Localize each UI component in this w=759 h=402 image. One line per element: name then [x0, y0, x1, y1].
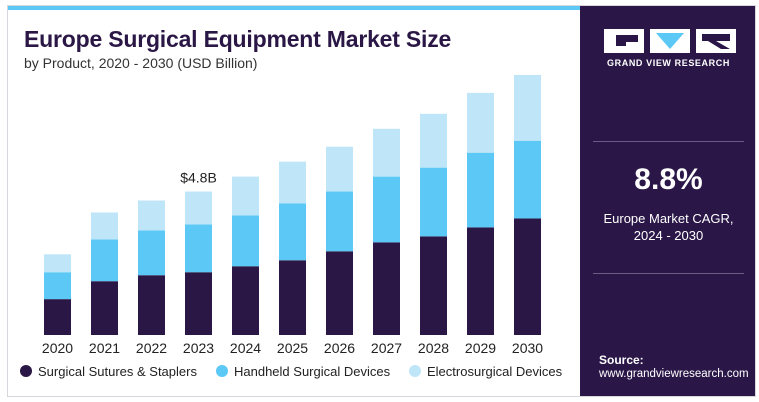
grand-view-research-logo — [604, 29, 736, 53]
bar-surgical-sutures-staplers-2028 — [420, 236, 447, 335]
value-annotation-2023: $4.8B — [180, 170, 217, 186]
bar-handheld-surgical-devices-2026 — [326, 191, 353, 252]
bar-electrosurgical-devices-2023 — [185, 191, 212, 225]
legend-swatch-handheld — [216, 365, 228, 377]
divider-top — [593, 141, 744, 142]
legend-swatch-electrosurgical — [409, 365, 421, 377]
bar-electrosurgical-devices-2020 — [44, 254, 71, 273]
brand-name: GRAND VIEW RESEARCH — [607, 58, 730, 68]
bar-surgical-sutures-staplers-2021 — [91, 281, 118, 335]
legend-label-electrosurgical: Electrosurgical Devices — [427, 364, 563, 379]
bar-surgical-sutures-staplers-2025 — [279, 260, 306, 335]
x-tick-label-2026: 2026 — [324, 340, 355, 356]
bar-handheld-surgical-devices-2030 — [514, 140, 541, 219]
chart-title: Europe Surgical Equipment Market Size — [24, 26, 452, 52]
x-tick-label-2020: 2020 — [42, 340, 73, 356]
divider-bottom — [593, 273, 744, 274]
x-tick-label-2028: 2028 — [418, 340, 449, 356]
bar-handheld-surgical-devices-2020 — [44, 272, 71, 300]
cagr-value: 8.8% — [634, 163, 703, 196]
x-tick-label-2027: 2027 — [371, 340, 402, 356]
cagr-label: Europe Market CAGR, 2024 - 2030 — [580, 210, 755, 244]
bar-electrosurgical-devices-2021 — [91, 212, 118, 240]
bar-surgical-sutures-staplers-2029 — [467, 227, 494, 335]
bar-surgical-sutures-staplers-2023 — [185, 272, 212, 335]
accent-bar — [8, 6, 580, 10]
chart-subtitle: by Product, 2020 - 2030 (USD Billion) — [24, 55, 258, 71]
bar-surgical-sutures-staplers-2020 — [44, 299, 71, 335]
legend-item-electrosurgical: Electrosurgical Devices — [409, 364, 562, 379]
stacked-bar-chart: 2020 2021 2022 2023 $4.8B 2024 2025 2026 2027 202… — [42, 74, 543, 356]
x-tick-label-2024: 2024 — [230, 340, 261, 356]
cagr-label-line2: 2024 - 2030 — [633, 228, 704, 243]
sidebar-panel: GRAND VIEW RESEARCH 8.8% Europe Market C… — [580, 6, 755, 396]
x-tick-label-2023: 2023 — [183, 340, 214, 356]
bar-handheld-surgical-devices-2027 — [373, 176, 400, 243]
x-tick-label-2021: 2021 — [89, 340, 120, 356]
bar-electrosurgical-devices-2030 — [514, 74, 541, 141]
x-tick-label-2030: 2030 — [512, 340, 543, 356]
bar-handheld-surgical-devices-2023 — [185, 224, 212, 273]
legend-item-handheld: Handheld Surgical Devices — [216, 364, 390, 379]
bar-electrosurgical-devices-2027 — [373, 128, 400, 177]
bar-surgical-sutures-staplers-2022 — [138, 275, 165, 335]
legend-label-handheld: Handheld Surgical Devices — [234, 364, 391, 379]
bar-surgical-sutures-staplers-2027 — [373, 242, 400, 335]
bar-electrosurgical-devices-2022 — [138, 200, 165, 231]
bar-electrosurgical-devices-2024 — [232, 176, 259, 216]
x-tick-label-2022: 2022 — [136, 340, 167, 356]
bar-handheld-surgical-devices-2025 — [279, 203, 306, 261]
bar-handheld-surgical-devices-2028 — [420, 167, 447, 237]
x-tick-label-2025: 2025 — [277, 340, 308, 356]
x-tick-label-2029: 2029 — [465, 340, 496, 356]
bar-handheld-surgical-devices-2029 — [467, 152, 494, 228]
bar-electrosurgical-devices-2029 — [467, 92, 494, 153]
bar-surgical-sutures-staplers-2024 — [232, 266, 259, 335]
bar-surgical-sutures-staplers-2026 — [326, 251, 353, 335]
bar-handheld-surgical-devices-2021 — [91, 239, 118, 282]
infographic-card: Europe Surgical Equipment Market Size by… — [7, 5, 756, 397]
bar-handheld-surgical-devices-2022 — [138, 230, 165, 276]
source-url: www.grandviewresearch.com — [599, 368, 749, 380]
legend-swatch-sutures — [20, 365, 32, 377]
bar-electrosurgical-devices-2026 — [326, 146, 353, 192]
cagr-label-line1: Europe Market CAGR, — [603, 211, 734, 226]
bar-surgical-sutures-staplers-2030 — [514, 218, 541, 335]
bar-electrosurgical-devices-2025 — [279, 161, 306, 204]
legend-label-sutures: Surgical Sutures & Staplers — [38, 364, 197, 379]
source-label: Source: — [599, 353, 644, 367]
legend-item-sutures: Surgical Sutures & Staplers — [20, 364, 197, 379]
bar-electrosurgical-devices-2028 — [420, 113, 447, 168]
bar-handheld-surgical-devices-2024 — [232, 215, 259, 267]
